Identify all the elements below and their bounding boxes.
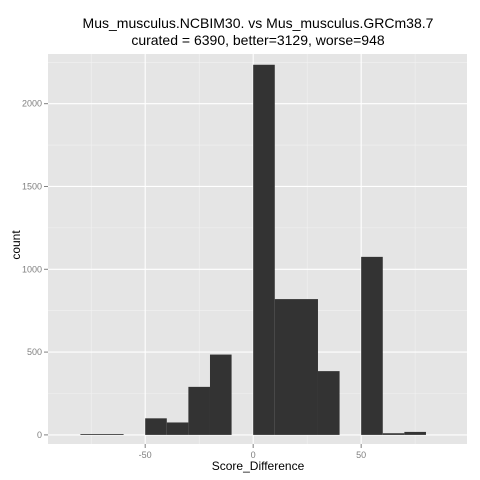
x-tick-label: 0 — [251, 450, 256, 460]
bars-group — [80, 64, 426, 435]
histogram-bar — [317, 371, 340, 435]
x-tick-label: 50 — [356, 450, 366, 460]
y-tick-label: 500 — [27, 347, 42, 357]
x-axis-title: Score_Difference — [212, 459, 305, 473]
chart-title: Mus_musculus.NCBIM30. vs Mus_musculus.GR… — [83, 15, 434, 31]
x-axis: -50 0 50 — [139, 444, 366, 460]
histogram-bar — [80, 434, 124, 435]
histogram-bar — [274, 299, 318, 435]
histogram-bar — [209, 354, 232, 435]
histogram-bar — [253, 64, 275, 435]
histogram-bar — [382, 433, 405, 435]
chart-subtitle: curated = 6390, better=3129, worse=948 — [131, 32, 385, 48]
histogram-bar — [361, 256, 383, 435]
y-tick-label: 0 — [37, 430, 42, 440]
histogram-bar — [404, 431, 426, 435]
x-tick-label: -50 — [139, 450, 152, 460]
y-tick-label: 1000 — [22, 264, 42, 274]
histogram-bar — [145, 418, 167, 435]
y-axis: 0 500 1000 1500 2000 — [22, 99, 48, 440]
y-axis-title: count — [9, 230, 23, 260]
y-tick-label: 2000 — [22, 99, 42, 109]
y-tick-label: 1500 — [22, 181, 42, 191]
histogram-bar — [166, 422, 189, 435]
histogram-bar — [188, 386, 210, 435]
